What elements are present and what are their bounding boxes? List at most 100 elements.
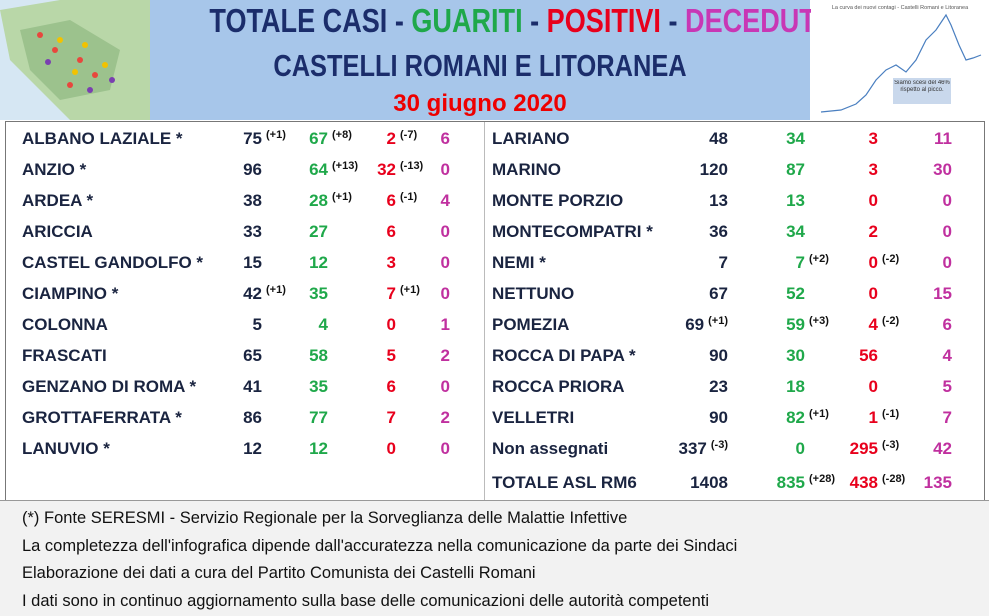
deceduti-cell: 0 bbox=[943, 191, 952, 211]
deceduti-cell: 30 bbox=[933, 160, 952, 180]
totale-value: 48 bbox=[709, 129, 728, 148]
municipality-name: CASTEL GANDOLFO * bbox=[22, 253, 204, 272]
guariti-cell: 12 bbox=[309, 253, 328, 273]
totale-value: 65 bbox=[243, 346, 262, 365]
footer-line: (*) Fonte SERESMI - Servizio Regionale p… bbox=[22, 509, 628, 527]
deceduti-cell: 4 bbox=[943, 346, 952, 366]
divider bbox=[484, 122, 485, 500]
guariti-cell: 58 bbox=[309, 346, 328, 366]
guariti-value: 7 bbox=[795, 253, 805, 272]
deceduti-value: 42 bbox=[933, 439, 952, 458]
guariti-cell: 34 bbox=[786, 222, 805, 242]
municipality-name: VELLETRI bbox=[492, 408, 575, 427]
guariti-cell: 35 bbox=[309, 377, 328, 397]
deceduti-value: 6 bbox=[440, 129, 450, 148]
positivi-value: 7 bbox=[386, 408, 396, 427]
guariti-cell: 7 (+2) bbox=[795, 253, 829, 273]
positivi-cell: 6 bbox=[387, 222, 396, 242]
totale-value: 38 bbox=[243, 191, 262, 210]
positivi-delta: (-2) bbox=[882, 253, 900, 265]
municipality-name: TOTALE ASL RM6 bbox=[492, 473, 637, 492]
totale-value: 5 bbox=[252, 315, 262, 334]
totale-value: 90 bbox=[709, 346, 728, 365]
guariti-cell: 59 (+3) bbox=[786, 315, 829, 335]
guariti-cell: 34 bbox=[786, 129, 805, 149]
guariti-value: 52 bbox=[786, 284, 805, 303]
totale-delta: (+1) bbox=[266, 129, 286, 141]
footer-line: Elaborazione dei dati a cura del Partito… bbox=[22, 564, 536, 582]
positivi-cell: 4 (-2) bbox=[868, 315, 900, 335]
positivi-cell: 0 bbox=[387, 315, 396, 335]
guariti-value: 34 bbox=[786, 129, 805, 148]
positivi-value: 3 bbox=[386, 253, 396, 272]
totale-cell: 42 (+1) bbox=[243, 284, 286, 304]
guariti-value: 35 bbox=[309, 377, 328, 396]
totale-cell: 75 (+1) bbox=[243, 129, 286, 149]
positivi-delta: (+1) bbox=[400, 284, 420, 296]
guariti-cell: 67 (+8) bbox=[309, 129, 352, 149]
deceduti-cell: 6 bbox=[441, 129, 450, 149]
municipality-name: Non assegnati bbox=[492, 439, 609, 458]
deceduti-value: 0 bbox=[440, 377, 450, 396]
deceduti-cell: 0 bbox=[943, 253, 952, 273]
municipality-name: MONTE PORZIO bbox=[492, 191, 624, 210]
positivi-delta: (-28) bbox=[882, 473, 906, 485]
subtitle: CASTELLI ROMANI E LITORANEA bbox=[273, 48, 687, 83]
deceduti-value: 0 bbox=[942, 222, 952, 241]
title-positivi: POSITIVI bbox=[546, 2, 661, 39]
totale-value: 69 bbox=[685, 315, 705, 334]
guariti-cell: 13 bbox=[786, 191, 805, 211]
deceduti-cell: 7 bbox=[943, 408, 952, 428]
guariti-delta: (+2) bbox=[809, 253, 829, 265]
deceduti-value: 4 bbox=[440, 191, 450, 210]
positivi-cell: 2 (-7) bbox=[387, 129, 418, 149]
totale-cell: 1408 bbox=[690, 473, 728, 493]
totale-cell: 36 bbox=[709, 222, 728, 242]
positivi-cell: 5 bbox=[387, 346, 396, 366]
positivi-delta: (-3) bbox=[882, 439, 900, 451]
guariti-value: 0 bbox=[795, 439, 805, 458]
chart-note: Siamo scesi del 46% rispetto al picco. bbox=[894, 80, 950, 93]
footer-line: I dati sono in continuo aggiornamento su… bbox=[22, 591, 710, 610]
guariti-cell: 835 (+28) bbox=[777, 473, 835, 493]
chart-thumbnail: La curva dei nuovi contagi - Castelli Ro… bbox=[811, 0, 989, 120]
guariti-value: 64 bbox=[309, 160, 328, 179]
totale-cell: 41 bbox=[243, 377, 262, 397]
separator: - bbox=[668, 2, 678, 39]
guariti-delta: (+13) bbox=[332, 160, 358, 172]
positivi-cell: 3 bbox=[387, 253, 396, 273]
guariti-cell: 52 bbox=[786, 284, 805, 304]
deceduti-cell: 42 bbox=[933, 439, 952, 459]
deceduti-cell: 0 bbox=[441, 284, 450, 304]
positivi-cell: 56 bbox=[859, 346, 878, 366]
positivi-cell: 0 bbox=[869, 377, 878, 397]
guariti-cell: 0 bbox=[796, 439, 805, 459]
deceduti-value: 0 bbox=[942, 191, 952, 210]
municipality-name: ALBANO LAZIALE * bbox=[22, 129, 183, 148]
positivi-value: 56 bbox=[859, 346, 878, 365]
positivi-cell: 1 (-1) bbox=[869, 408, 900, 428]
positivi-cell: 7 bbox=[387, 408, 396, 428]
guariti-value: 35 bbox=[309, 284, 328, 303]
positivi-value: 32 bbox=[377, 160, 396, 179]
guariti-value: 34 bbox=[786, 222, 805, 241]
positivi-delta: (-1) bbox=[882, 408, 900, 420]
totale-value: 75 bbox=[243, 129, 262, 148]
positivi-delta: (-1) bbox=[400, 191, 418, 203]
totale-value: 13 bbox=[709, 191, 728, 210]
guariti-cell: 64 (+13) bbox=[309, 160, 358, 180]
positivi-value: 6 bbox=[386, 191, 396, 210]
municipality-name: ROCCA PRIORA bbox=[492, 377, 625, 396]
deceduti-cell: 0 bbox=[441, 160, 450, 180]
date: 30 giugno 2020 bbox=[393, 90, 567, 117]
totale-value: 7 bbox=[718, 253, 728, 272]
positivi-cell: 0 (-2) bbox=[869, 253, 900, 273]
guariti-value: 58 bbox=[309, 346, 328, 365]
guariti-delta: (+1) bbox=[332, 191, 352, 203]
positivi-delta: (-13) bbox=[400, 160, 424, 172]
guariti-cell: 35 bbox=[309, 284, 328, 304]
municipality-name: GENZANO DI ROMA * bbox=[22, 377, 197, 396]
positivi-value: 4 bbox=[868, 315, 878, 334]
municipality-name: COLONNA bbox=[22, 315, 108, 334]
guariti-value: 87 bbox=[786, 160, 805, 179]
